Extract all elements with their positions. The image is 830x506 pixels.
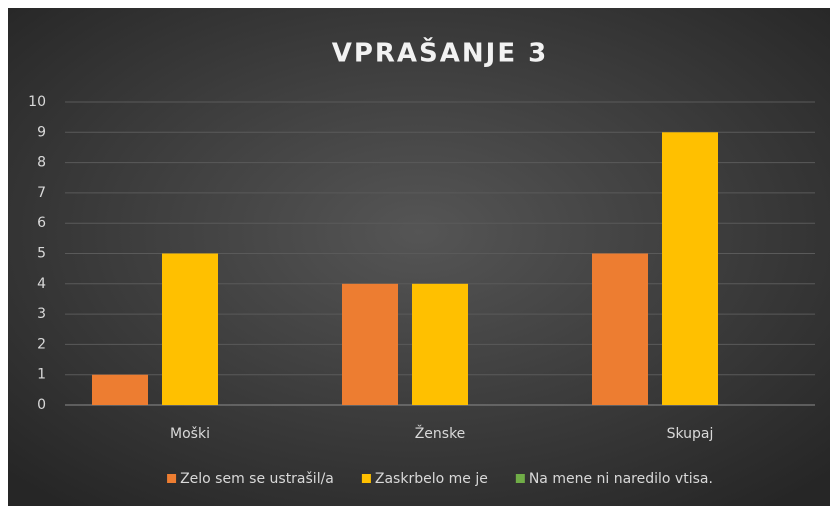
bar bbox=[162, 253, 218, 405]
y-tick-label: 8 bbox=[37, 155, 46, 171]
x-tick-label: Moški bbox=[170, 426, 210, 442]
chart-title: VPRAŠANJE 3 bbox=[332, 37, 549, 69]
legend-label: Zelo sem se ustrašil/a bbox=[180, 471, 334, 487]
legend-label: Zaskrbelo me je bbox=[375, 471, 488, 487]
y-tick-label: 0 bbox=[37, 397, 46, 413]
y-tick-label: 6 bbox=[37, 215, 46, 231]
legend-label: Na mene ni naredilo vtisa. bbox=[529, 471, 713, 487]
bar bbox=[412, 283, 468, 405]
bar bbox=[662, 132, 718, 406]
y-tick-label: 10 bbox=[28, 94, 46, 110]
y-tick-label: 5 bbox=[37, 246, 46, 262]
bar bbox=[92, 374, 148, 405]
legend-swatch bbox=[361, 474, 371, 483]
y-tick-label: 3 bbox=[37, 306, 46, 322]
x-tick-label: Skupaj bbox=[667, 426, 714, 442]
x-tick-label: Ženske bbox=[415, 424, 466, 442]
y-tick-label: 1 bbox=[37, 367, 46, 383]
legend-swatch bbox=[515, 474, 525, 483]
bar bbox=[342, 283, 398, 405]
bar bbox=[592, 253, 648, 405]
y-tick-label: 7 bbox=[37, 185, 46, 201]
legend-swatch bbox=[167, 474, 177, 483]
y-tick-label: 4 bbox=[37, 276, 46, 292]
y-tick-label: 2 bbox=[37, 336, 46, 352]
y-tick-label: 9 bbox=[37, 124, 46, 140]
